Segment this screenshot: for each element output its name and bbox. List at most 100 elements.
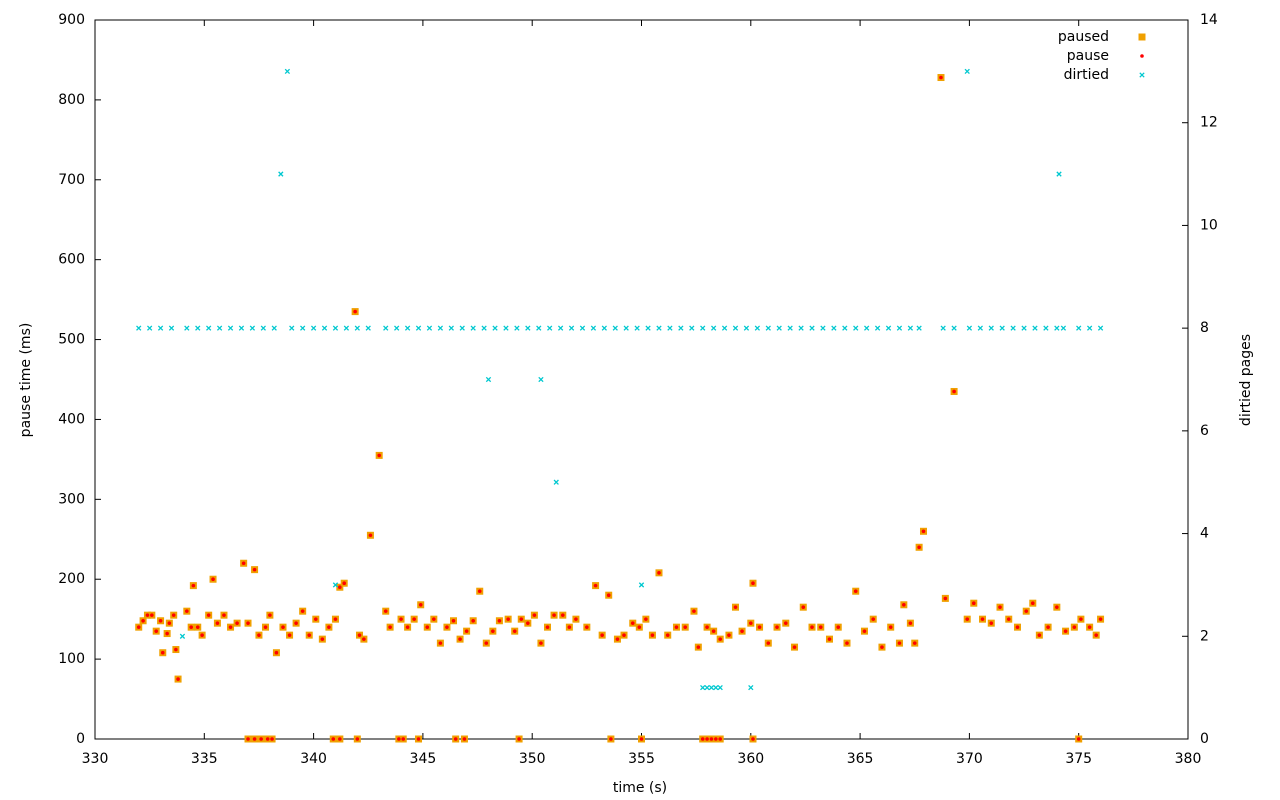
point [713,684,719,691]
point [801,605,806,609]
point [639,737,644,741]
point [512,629,517,633]
point [526,621,530,625]
point [609,737,613,741]
point [145,613,150,617]
point [165,631,169,636]
point [497,618,502,623]
point [692,609,696,613]
point [464,629,469,633]
point [470,325,476,331]
x-tick-label: 380 [1175,751,1202,767]
x-tick-label: 330 [82,751,109,767]
point [557,325,564,331]
point [561,613,565,617]
point [999,325,1005,331]
point [721,325,728,331]
point [271,325,277,331]
point [1056,171,1062,177]
point [1021,325,1027,331]
point [141,618,145,623]
point [783,621,788,625]
point [792,645,797,649]
point [553,479,559,485]
point [445,625,449,629]
point [612,325,618,331]
point [921,529,926,534]
point [880,645,884,649]
x-tick-label: 350 [519,751,546,767]
point [585,625,589,629]
point [459,325,465,331]
point [896,325,903,331]
point [579,325,586,331]
point [943,596,948,601]
point [332,582,339,588]
point [1072,625,1077,629]
point [710,325,717,331]
point [700,684,706,691]
legend-label: paused [1058,29,1109,45]
y-tick-label: 100 [58,651,85,667]
point [353,309,357,314]
point [1060,325,1067,331]
point [171,613,176,617]
point [211,577,215,582]
point [740,629,744,633]
point [310,325,317,331]
point [307,633,312,637]
y2-tick-label: 0 [1200,731,1209,747]
point [650,633,655,637]
point [1076,737,1081,741]
point [1098,617,1103,621]
point [184,325,190,331]
point [321,325,328,331]
point [765,325,771,331]
point [1063,629,1068,633]
point [916,325,922,331]
point [749,621,753,625]
x-tick-label: 370 [956,751,983,767]
point [775,625,779,629]
point [252,567,257,572]
point [623,325,629,331]
y-tick-label: 700 [58,172,85,188]
point [827,637,832,641]
point [342,581,347,586]
point [200,633,204,637]
x-tick-label: 335 [191,751,218,767]
point [274,650,279,655]
y2-tick-label: 6 [1200,423,1209,439]
point [907,325,914,331]
point [1006,617,1011,621]
point [810,625,814,629]
point [492,325,498,331]
point [678,325,684,331]
point [853,589,858,594]
point [538,376,544,383]
point [281,625,285,629]
point [437,325,444,331]
point [462,737,467,741]
point [176,677,180,681]
point [766,641,771,645]
point [300,609,305,613]
point [189,625,193,629]
point [404,325,411,331]
x-axis-label: time (s) [613,780,667,796]
point [333,617,338,621]
point [338,585,342,590]
point [401,737,406,741]
legend-marker [1139,72,1145,78]
point [448,325,454,331]
point [700,737,705,741]
point [552,613,556,617]
point [157,325,164,331]
point [1055,605,1059,609]
y-tick-label: 900 [58,12,85,28]
point [980,617,985,621]
point [615,637,620,641]
point [354,325,360,331]
